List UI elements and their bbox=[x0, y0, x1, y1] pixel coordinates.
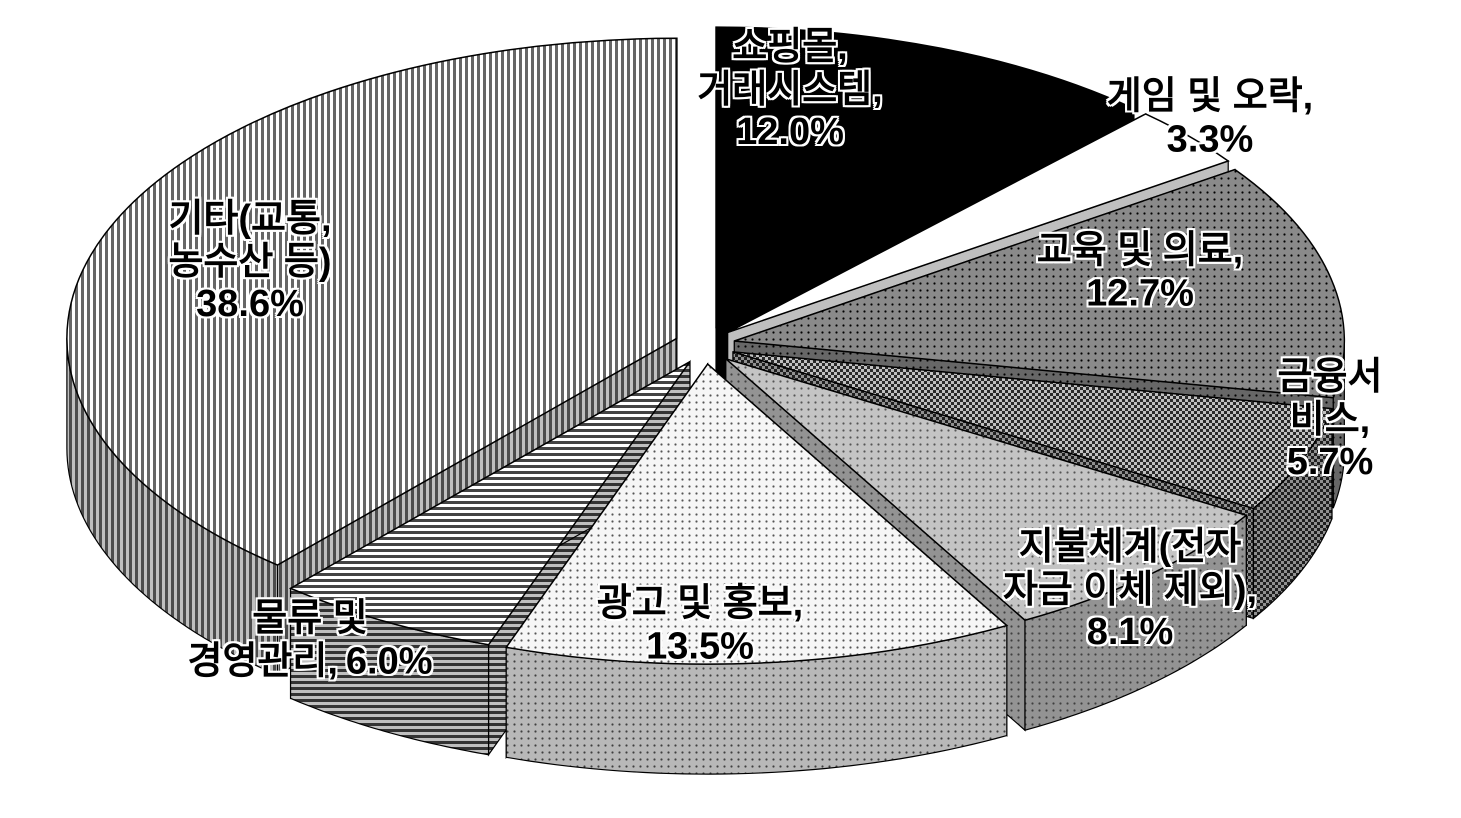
slice-top bbox=[732, 351, 1334, 510]
slice-shade bbox=[66, 338, 278, 676]
slice-label: 교육 및 의료, 12.7% bbox=[1037, 229, 1243, 314]
slice-shade bbox=[1333, 341, 1345, 508]
value-label: 12.7% bbox=[1086, 272, 1194, 314]
value-label: 3.3% bbox=[1166, 118, 1254, 160]
slice-label: 광고 및 홍보, 13.5% bbox=[597, 582, 803, 667]
category-label: 지불체계(전자 자금 이체 제외), bbox=[1002, 526, 1258, 611]
slice-top bbox=[715, 26, 1136, 329]
slice-label: 쇼핑몰, 거래시스템, 12.0% bbox=[697, 26, 882, 154]
category-label: 광고 및 홍보, bbox=[596, 582, 804, 625]
value-label: 8.1% bbox=[1086, 611, 1174, 654]
slice-shade bbox=[290, 588, 489, 755]
slice-shade bbox=[1024, 515, 1247, 731]
value-label: 5.7% bbox=[1286, 441, 1374, 484]
category-label: 기타(교통, 농수산 등) bbox=[168, 198, 332, 283]
value-label: 12.0% bbox=[736, 111, 844, 154]
slice-top bbox=[66, 37, 678, 566]
slice-top bbox=[734, 168, 1346, 399]
slice-shade bbox=[506, 625, 1007, 775]
category-label: 물류 및 경영관리, bbox=[187, 597, 368, 682]
slice bbox=[504, 362, 1009, 775]
slice-top bbox=[504, 362, 1009, 665]
value-label: 6.0% bbox=[345, 640, 433, 682]
category-label: 금융서비스, bbox=[1277, 356, 1383, 441]
slice-top bbox=[288, 360, 691, 646]
value-label: 38.6% bbox=[196, 283, 304, 326]
slice-top bbox=[727, 113, 1230, 334]
slice-label: 기타(교통, 농수산 등) 38.6% bbox=[168, 198, 331, 326]
slice-label: 지불체계(전자 자금 이체 제외), 8.1% bbox=[1003, 526, 1257, 654]
category-label: 교육 및 의료, bbox=[1036, 229, 1244, 272]
slice-top bbox=[725, 358, 1248, 622]
category-label: 쇼핑몰, 거래시스템, bbox=[697, 26, 883, 111]
slice-shade bbox=[1253, 408, 1332, 619]
slice-label: 금융서비스, 5.7% bbox=[1265, 356, 1396, 484]
slice-label: 게임 및 오락, 3.3% bbox=[1107, 75, 1313, 160]
category-label: 게임 및 오락, bbox=[1106, 75, 1314, 118]
value-label: 13.5% bbox=[646, 625, 754, 667]
slice-label: 물류 및 경영관리, 6.0% bbox=[187, 597, 432, 682]
